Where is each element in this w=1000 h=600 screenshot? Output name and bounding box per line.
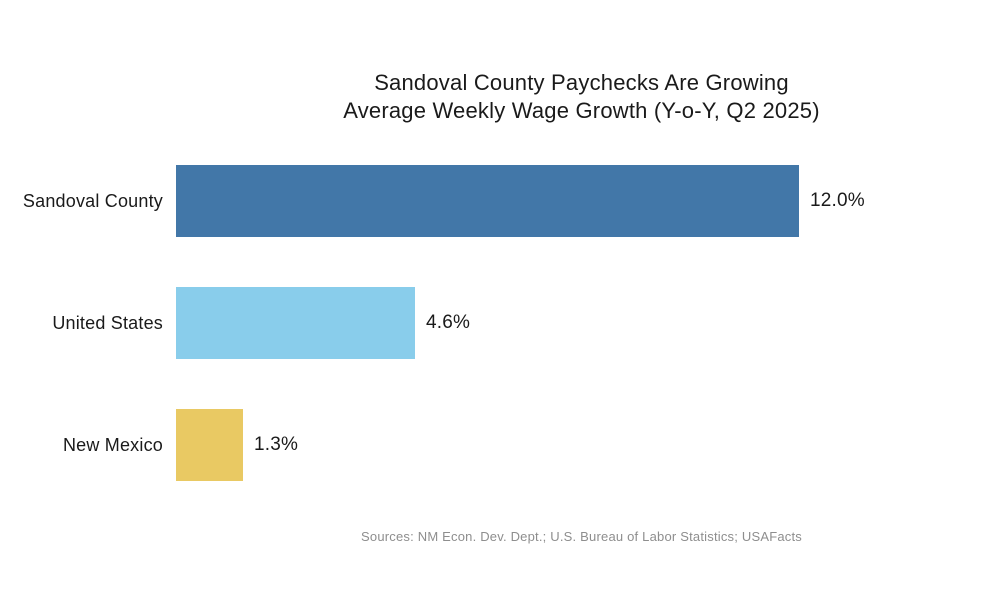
source-note: Sources: NM Econ. Dev. Dept.; U.S. Burea… (361, 529, 802, 544)
value-label: 1.3% (254, 434, 299, 455)
value-label: 12.0% (810, 190, 865, 211)
value-label: 4.6% (426, 312, 471, 333)
chart-title-line1: Sandoval County Paychecks Are Growing (374, 70, 789, 95)
chart-title-line2: Average Weekly Wage Growth (Y-o-Y, Q2 20… (343, 98, 820, 123)
bar-row-united-states: United States 4.6% (0, 287, 1000, 359)
bar-united-states (176, 287, 415, 359)
category-label: United States (52, 312, 163, 333)
bar-sandoval-county (176, 165, 799, 237)
category-label: New Mexico (62, 434, 163, 455)
bar-row-new-mexico: New Mexico 1.3% (0, 409, 1000, 481)
bar-rows: Sandoval County 12.0% United States 4.6% New… (0, 165, 1000, 531)
bar-new-mexico (176, 409, 243, 481)
chart-title: Sandoval County Paychecks Are Growing Av… (163, 69, 1000, 125)
bar-row-sandoval-county: Sandoval County 12.0% (0, 165, 1000, 237)
category-label: Sandoval County (22, 190, 163, 211)
